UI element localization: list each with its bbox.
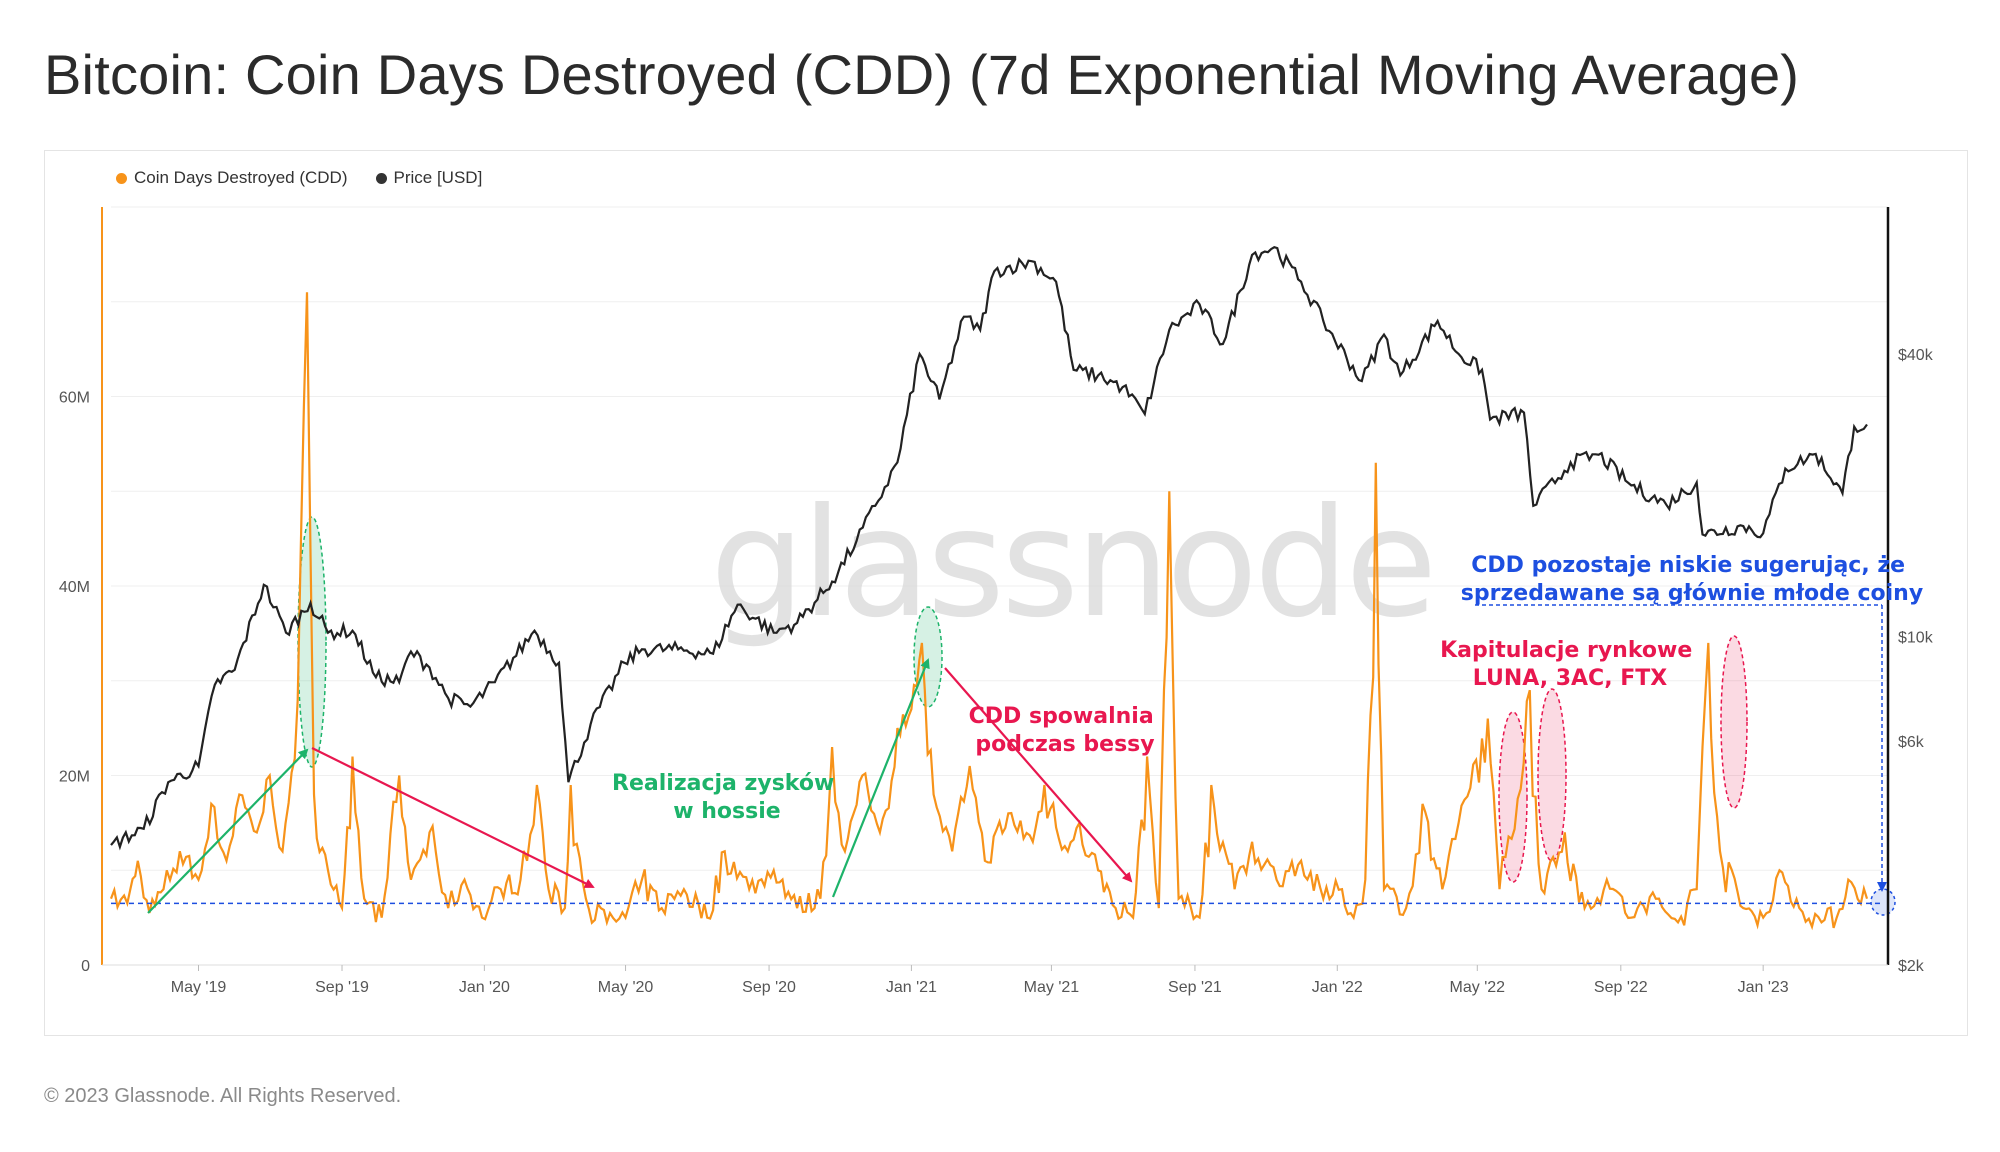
highlight-ellipse-luna bbox=[1498, 711, 1528, 883]
annotation-kapitulacje-l1: Kapitulacje rynkowe bbox=[1440, 638, 1692, 663]
y-left-tick-label: 60M bbox=[59, 390, 90, 407]
annotation-realizacja-l1: Realizacja zysków bbox=[612, 771, 834, 796]
annotation-cdd-niskie-l2: sprzedawane są głównie młode coiny bbox=[1461, 581, 1923, 606]
legend-item-price[interactable]: Price [USD] bbox=[375, 168, 483, 188]
x-tick-label: Sep '20 bbox=[742, 979, 796, 996]
grid-lines bbox=[111, 206, 1888, 966]
legend-item-cdd[interactable]: Coin Days Destroyed (CDD) bbox=[116, 168, 348, 188]
legend-label-cdd: Coin Days Destroyed (CDD) bbox=[134, 168, 348, 187]
highlight-ellipse-ftx bbox=[1720, 635, 1748, 809]
annotation-kapitulacje: Kapitulacje rynkowe LUNA, 3AC, FTX bbox=[1440, 638, 1700, 691]
y-left-tick-label: 20M bbox=[59, 769, 90, 786]
arrow-red-2019-2020 bbox=[311, 747, 595, 888]
highlight-ellipses bbox=[297, 516, 1896, 916]
legend-dot-price bbox=[375, 172, 387, 184]
annotation-realizacja: Realizacja zysków w hossie bbox=[612, 771, 842, 824]
annotations: Realizacja zysków w hossie CDD spowalnia… bbox=[612, 553, 1923, 824]
chart-frame bbox=[44, 150, 1968, 1036]
highlight-ellipse-3ac bbox=[1537, 688, 1567, 862]
annotation-cdd-niskie: CDD pozostaje niskie sugerując, że sprze… bbox=[1461, 553, 1923, 606]
series-line-cdd bbox=[109, 292, 1869, 931]
highlight-ellipse-current bbox=[1870, 888, 1896, 916]
x-tick-label: May '19 bbox=[171, 979, 227, 996]
annotation-cdd-niskie-l1: CDD pozostaje niskie sugerując, że bbox=[1471, 553, 1905, 578]
x-tick-label: Sep '19 bbox=[315, 979, 369, 996]
highlight-ellipse-2021 bbox=[913, 606, 943, 708]
series-line-price bbox=[110, 246, 1868, 851]
arrow-red-2021 bbox=[944, 667, 1133, 883]
copyright-footer: © 2023 Glassnode. All Rights Reserved. bbox=[44, 1085, 402, 1107]
y-right-tick-label: $40k bbox=[1898, 347, 1934, 364]
x-tick-label: Sep '21 bbox=[1168, 979, 1222, 996]
y-left-tick-label: 0 bbox=[81, 958, 90, 975]
x-tick-label: Jan '23 bbox=[1738, 979, 1789, 996]
legend-label-price: Price [USD] bbox=[393, 168, 483, 187]
x-tick-label: May '22 bbox=[1450, 979, 1506, 996]
axes: 0 20M 40M 60M $2k $6k $10k $40k May '19 Sep '19 Ja… bbox=[59, 207, 1934, 996]
annotation-spowalnia: CDD spowalnia podczas bessy bbox=[969, 704, 1162, 757]
y-right-tick-label: $6k bbox=[1898, 734, 1925, 751]
x-tick-label: Jan '22 bbox=[1312, 979, 1363, 996]
x-tick-label: Sep '22 bbox=[1594, 979, 1648, 996]
x-tick-label: May '21 bbox=[1024, 979, 1080, 996]
y-left-tick-label: 40M bbox=[59, 579, 90, 596]
annotation-realizacja-l2: w hossie bbox=[673, 799, 780, 824]
page-title: Bitcoin: Coin Days Destroyed (CDD) (7d E… bbox=[44, 43, 1800, 106]
annotation-kapitulacje-l2: LUNA, 3AC, FTX bbox=[1473, 666, 1667, 691]
arrow-green-2019 bbox=[147, 748, 309, 914]
x-tick-label: Jan '20 bbox=[459, 979, 510, 996]
watermark: glassnode bbox=[710, 477, 1433, 651]
legend-dot-cdd bbox=[116, 172, 127, 184]
annotation-spowalnia-l2: podczas bessy bbox=[975, 732, 1154, 757]
y-right-tick-label: $10k bbox=[1898, 630, 1934, 647]
annotation-arrows bbox=[147, 604, 1887, 914]
x-tick-label: Jan '21 bbox=[886, 979, 937, 996]
x-tick-label: May '20 bbox=[598, 979, 654, 996]
arrow-green-2020-2021 bbox=[831, 658, 930, 898]
annotation-spowalnia-l1: CDD spowalnia bbox=[969, 704, 1154, 729]
y-right-tick-label: $2k bbox=[1898, 958, 1925, 975]
chart-legend: Coin Days Destroyed (CDD) Price [USD] bbox=[116, 168, 482, 188]
